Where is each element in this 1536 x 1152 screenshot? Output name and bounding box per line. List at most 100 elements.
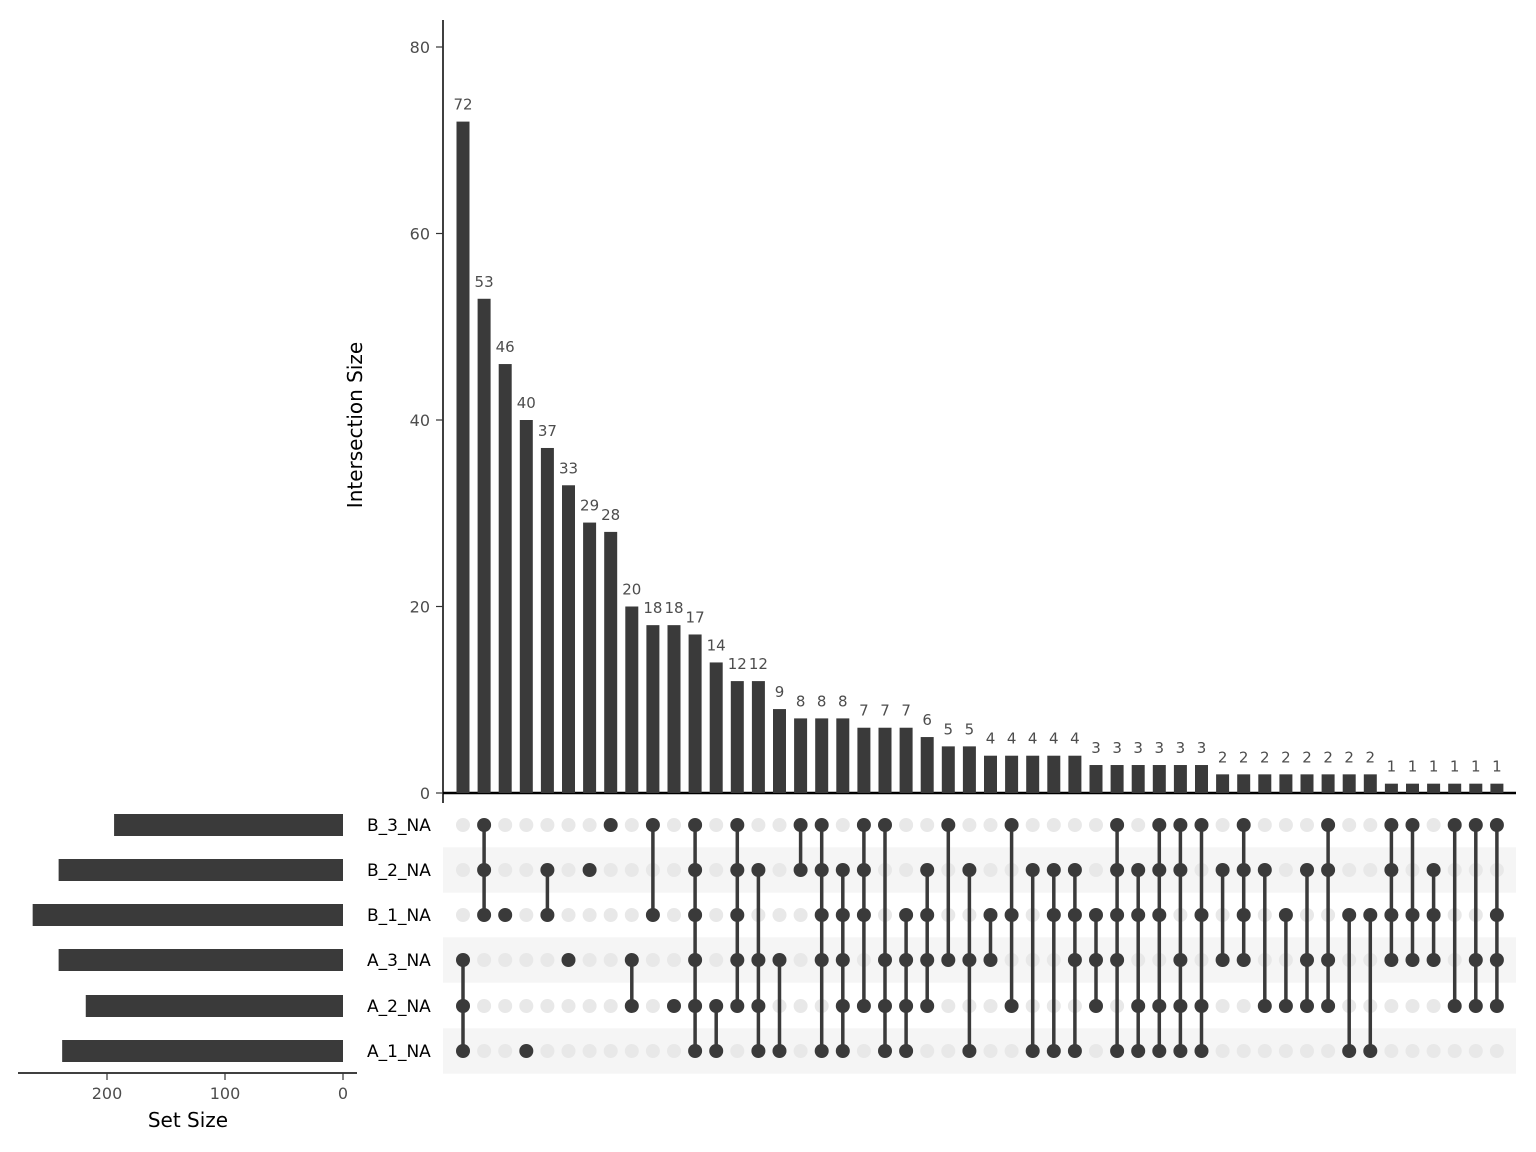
intersection-size-axis: 0 20 40 60 80 [410, 20, 1516, 803]
intersection-bar-label: 2 [1323, 748, 1333, 766]
intersection-bar [941, 746, 955, 793]
matrix-dot-active [1173, 953, 1188, 967]
matrix-dot-inactive [561, 999, 576, 1013]
matrix-dot-active [1321, 999, 1336, 1013]
matrix-dot-active [1236, 863, 1251, 877]
matrix-dot-active [1489, 999, 1504, 1013]
matrix-dot-active [1342, 908, 1357, 922]
matrix-dot-active [730, 908, 745, 922]
intersection-bar [984, 755, 997, 793]
intersection-bar [857, 727, 871, 793]
set-size-tick-label: 0 [338, 1084, 348, 1103]
intersection-bar [667, 625, 681, 793]
matrix-dot-active [1278, 908, 1293, 922]
set-size-bar [58, 949, 344, 971]
matrix-dot-active [962, 1044, 977, 1058]
intersection-bar [1363, 774, 1377, 793]
intersection-bar [1300, 774, 1314, 793]
matrix-dot-active [899, 1044, 914, 1058]
matrix-dot-active [1152, 999, 1167, 1013]
matrix-dot-active [1405, 908, 1420, 922]
intersection-bar-label: 2 [1302, 748, 1312, 766]
matrix-dot-active [793, 863, 808, 877]
matrix-dot-active [835, 999, 850, 1013]
intersection-bar-label: 6 [922, 711, 932, 729]
matrix-dot-active [878, 953, 892, 967]
matrix-dot-inactive [1363, 863, 1378, 877]
intersection-bar [540, 447, 554, 793]
matrix-dot-active [1384, 818, 1399, 832]
matrix-dot-active [730, 999, 745, 1013]
matrix-dot-inactive [793, 953, 808, 967]
matrix-dot-active [1046, 908, 1061, 922]
matrix-dot-active [730, 863, 745, 877]
matrix-dot-inactive [941, 999, 956, 1013]
set-size-bar [85, 995, 343, 1017]
matrix-dot-inactive [624, 1044, 639, 1058]
matrix-dot-active [772, 1044, 787, 1058]
matrix-dot-active [1489, 908, 1504, 922]
intersection-bar [1342, 774, 1356, 793]
intersection-bar-label: 12 [728, 655, 747, 673]
matrix-dot-active [1215, 863, 1230, 877]
matrix-dot-active [688, 953, 703, 967]
matrix-dot-active [561, 953, 576, 967]
matrix-dot-inactive [667, 908, 681, 922]
intersection-bar-label: 7 [901, 702, 911, 720]
matrix-dot-inactive [645, 953, 660, 967]
matrix-dot-inactive [983, 1044, 998, 1058]
intersection-bar-label: 4 [986, 730, 996, 748]
matrix-dot-inactive [1236, 1044, 1251, 1058]
matrix-dot-active [1489, 953, 1504, 967]
matrix-dot-active [1025, 1044, 1040, 1058]
intersection-bar-label: 8 [817, 692, 827, 710]
matrix-dot-active [1025, 863, 1040, 877]
matrix-dot-inactive [1067, 818, 1082, 832]
intersection-bar-label: 3 [1112, 739, 1122, 757]
matrix-dot-inactive [456, 908, 470, 922]
matrix-dot-active [540, 863, 555, 877]
matrix-dot-inactive [1426, 818, 1441, 832]
matrix-dot-inactive [1426, 1044, 1441, 1058]
intersection-bar [1152, 765, 1166, 793]
intersection-bar [1258, 774, 1272, 793]
matrix-stripe [443, 937, 1516, 983]
intersection-bar-label: 53 [475, 273, 494, 291]
matrix-dot-active [1342, 1044, 1357, 1058]
matrix-dot-inactive [519, 818, 534, 832]
intersection-bar-label: 5 [944, 720, 954, 738]
matrix-dot-inactive [1300, 1044, 1314, 1058]
matrix-dot-active [582, 863, 597, 877]
matrix-dot-inactive [1447, 1044, 1462, 1058]
matrix-dot-active [603, 818, 618, 832]
intersection-bar-label: 3 [1176, 739, 1186, 757]
matrix-dot-active [1300, 999, 1314, 1013]
intersection-bar [1448, 783, 1462, 793]
matrix-dot-inactive [1405, 999, 1420, 1013]
intersection-bar [1195, 765, 1208, 793]
matrix-dot-active [878, 1044, 892, 1058]
matrix-dot-inactive [1257, 818, 1272, 832]
intersection-bar-label: 72 [453, 96, 472, 114]
matrix-dot-active [688, 908, 703, 922]
matrix-stripes [443, 847, 1516, 1074]
matrix-dot-inactive [1405, 1044, 1420, 1058]
matrix-dot-inactive [1236, 999, 1251, 1013]
matrix-dot-inactive [1342, 818, 1357, 832]
matrix-dot-active [1131, 999, 1146, 1013]
matrix-dot-active [1257, 863, 1272, 877]
intersection-bar [1237, 774, 1251, 793]
matrix-dot-inactive [667, 863, 681, 877]
matrix-dot-inactive [603, 999, 618, 1013]
matrix-dot-active [1468, 953, 1483, 967]
intersection-bar-label: 4 [1007, 730, 1017, 748]
matrix-dot-active [1468, 999, 1483, 1013]
matrix-dot-active [1173, 863, 1188, 877]
matrix-dot-inactive [477, 1044, 492, 1058]
intersection-bar-label: 20 [622, 581, 641, 599]
matrix-dot-active [709, 1044, 724, 1058]
matrix-dot-active [1468, 818, 1483, 832]
matrix-dot-inactive [519, 999, 534, 1013]
matrix-dot-active [814, 818, 829, 832]
matrix-dot-active [1067, 953, 1082, 967]
